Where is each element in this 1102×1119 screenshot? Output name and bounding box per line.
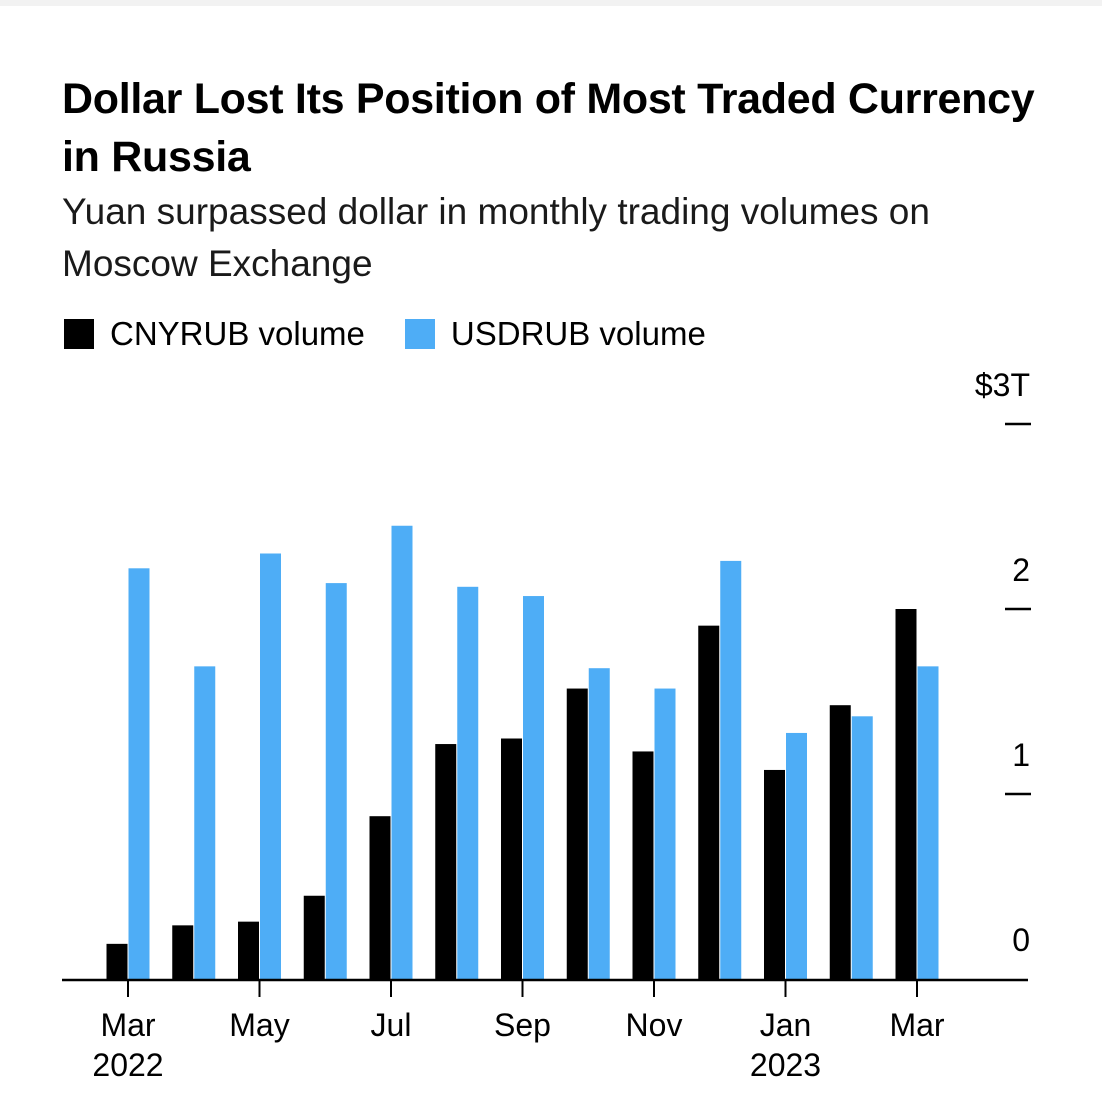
- x-tick-year-label: 2023: [750, 1047, 821, 1083]
- legend-label-usdrub: USDRUB volume: [450, 315, 706, 352]
- chart-subtitle: Yuan surpassed dollar in monthly trading…: [62, 191, 930, 284]
- bar-cnyrub: [435, 744, 457, 979]
- bar-chart: 0 1 2 $3T Mar 2022 May Jul Sep Nov Jan 2023 Mar: [62, 367, 1031, 1083]
- x-tick-label: Mar: [100, 1007, 155, 1043]
- bar-cnyrub: [895, 609, 917, 979]
- bar-cnyrub: [501, 738, 522, 979]
- x-tick-year-label: 2022: [92, 1047, 163, 1083]
- x-axis: Mar 2022 May Jul Sep Nov Jan 2023 Mar: [92, 980, 945, 1083]
- chart-title: Dollar Lost Its Position of Most Traded …: [62, 75, 1035, 181]
- legend-label-cnyrub: CNYRUB volume: [110, 315, 365, 352]
- bar-usdrub: [194, 666, 216, 979]
- x-tick-label: May: [229, 1007, 289, 1043]
- bar-usdrub: [720, 560, 742, 979]
- bar-usdrub: [917, 666, 939, 979]
- bar-usdrub: [260, 553, 281, 979]
- bar-cnyrub: [829, 705, 851, 979]
- x-tick-label: Mar: [889, 1007, 944, 1043]
- x-tick-label: Nov: [626, 1007, 683, 1043]
- legend: CNYRUB volume USDRUB volume: [64, 314, 746, 354]
- y-tick-label: 1: [1012, 737, 1030, 773]
- bar-cnyrub: [238, 921, 259, 979]
- y-tick-label: 0: [1012, 922, 1030, 958]
- bar-cnyrub: [303, 895, 325, 979]
- y-tick-label: $3T: [975, 367, 1030, 403]
- bar-usdrub: [851, 716, 873, 979]
- bars: [106, 525, 939, 979]
- bar-cnyrub: [106, 943, 128, 979]
- bar-cnyrub: [764, 769, 785, 979]
- legend-item-cnyrub: CNYRUB volume: [64, 315, 365, 353]
- y-tick-label: 2: [1012, 552, 1030, 588]
- bar-usdrub: [654, 688, 676, 979]
- legend-swatch-cnyrub: [64, 319, 94, 349]
- bar-usdrub: [128, 568, 150, 979]
- y-axis: 0 1 2 $3T: [975, 367, 1031, 958]
- bar-usdrub: [391, 525, 413, 979]
- x-tick-label: Jan: [760, 1007, 812, 1043]
- x-tick-label: Sep: [494, 1007, 551, 1043]
- bar-cnyrub: [172, 925, 194, 979]
- bar-usdrub: [523, 596, 544, 979]
- legend-item-usdrub: USDRUB volume: [404, 315, 706, 353]
- legend-swatch-usdrub: [404, 319, 435, 349]
- top-rule: [0, 0, 1102, 6]
- bar-usdrub: [786, 732, 807, 979]
- bar-cnyrub: [632, 751, 654, 979]
- x-tick-label: Jul: [371, 1007, 412, 1043]
- bar-cnyrub: [698, 625, 720, 979]
- bar-cnyrub: [369, 816, 391, 979]
- bar-cnyrub: [566, 688, 588, 979]
- bar-usdrub: [588, 668, 610, 979]
- bar-usdrub: [325, 583, 347, 979]
- bar-usdrub: [457, 586, 479, 979]
